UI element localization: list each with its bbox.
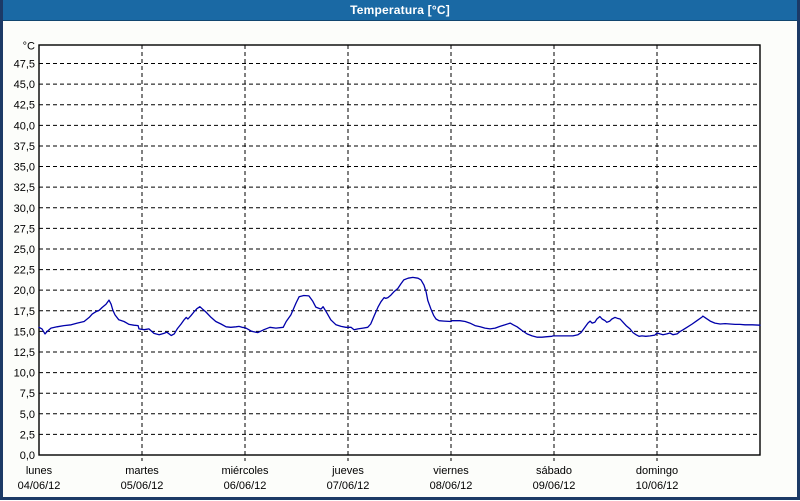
x-day-name-label: sábado (536, 465, 572, 477)
y-tick-label: 22,5 (14, 265, 35, 277)
x-day-name-label: miércoles (221, 465, 269, 477)
y-tick-label: 47,5 (14, 59, 35, 71)
y-tick-label: 45,0 (14, 79, 35, 91)
x-day-date-label: 05/06/12 (121, 480, 164, 492)
x-day-date-label: 07/06/12 (327, 480, 370, 492)
y-tick-label: 32,5 (14, 182, 35, 194)
y-tick-label: 20,0 (14, 285, 35, 297)
temperature-line (38, 276, 761, 338)
y-tick-label: 12,5 (14, 347, 35, 359)
y-tick-label: 30,0 (14, 203, 35, 215)
y-tick-label: 27,5 (14, 223, 35, 235)
plot-border (38, 44, 761, 456)
temperature-chart: 47,5 45,0 42,5 40,0 37,5 35,0 32,5 30,0 27,5 25,0… (3, 21, 797, 496)
x-day-date-label: 09/06/12 (533, 480, 576, 492)
y-tick-label: 7,5 (20, 388, 35, 400)
x-day-name-label: lunes (26, 465, 53, 477)
x-day-date-label: 10/06/12 (636, 480, 679, 492)
y-tick-label: 17,5 (14, 306, 35, 318)
x-day-date-label: 06/06/12 (224, 480, 267, 492)
x-day-name-label: jueves (331, 465, 364, 477)
y-tick-label: 40,0 (14, 120, 35, 132)
y-tick-label: 10,0 (14, 368, 35, 380)
titlebar: Temperatura [°C] (3, 0, 797, 21)
y-tick-label: 42,5 (14, 100, 35, 112)
x-day-name-label: viernes (433, 465, 469, 477)
y-tick-label: 0,0 (20, 450, 35, 462)
y-tick-label: 2,5 (20, 429, 35, 441)
window-title: Temperatura [°C] (350, 3, 450, 17)
axis-labels: 47,5 45,0 42,5 40,0 37,5 35,0 32,5 30,0 27,5 25,0… (14, 59, 679, 492)
y-axis-unit-label: °C (23, 41, 35, 53)
y-tick-label: 5,0 (20, 409, 35, 421)
x-day-name-label: martes (125, 465, 159, 477)
y-tick-label: 25,0 (14, 244, 35, 256)
y-tick-label: 37,5 (14, 141, 35, 153)
x-day-date-label: 04/06/12 (18, 480, 61, 492)
x-day-name-label: domingo (636, 465, 678, 477)
gridlines (39, 45, 760, 461)
plot-area (39, 45, 760, 455)
y-tick-label: 15,0 (14, 326, 35, 338)
chart-canvas: 47,5 45,0 42,5 40,0 37,5 35,0 32,5 30,0 27,5 25,0… (14, 41, 761, 492)
x-day-date-label: 08/06/12 (430, 480, 473, 492)
y-tick-label: 35,0 (14, 162, 35, 174)
